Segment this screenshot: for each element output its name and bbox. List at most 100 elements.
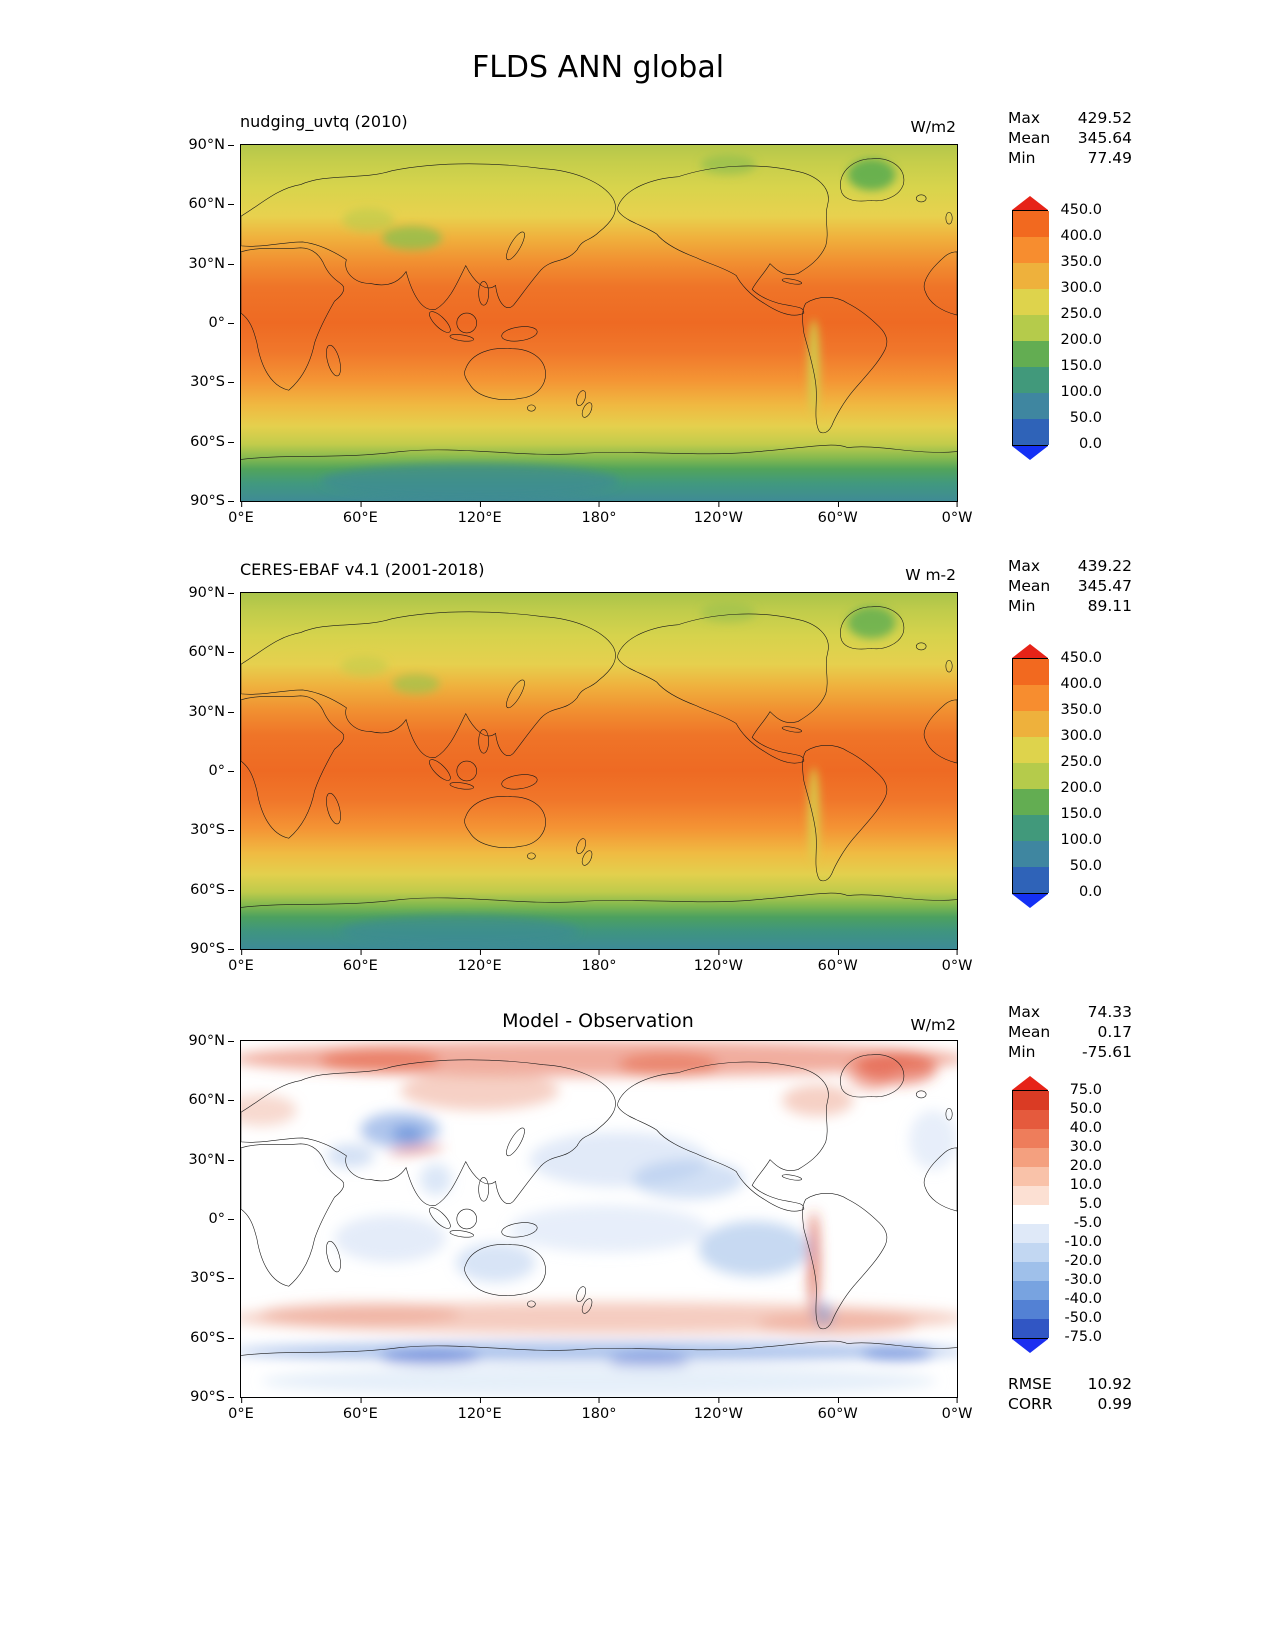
panel-observation-y-axis: 90°N 60°N 30°N 0° 30°S 60°S 90°S bbox=[171, 585, 235, 957]
colorbar-label: 200.0 bbox=[1060, 780, 1102, 796]
colorbar-label: 20.0 bbox=[1069, 1158, 1102, 1174]
x-tick-label: 120°E bbox=[457, 949, 502, 974]
stat-label: Max bbox=[1008, 557, 1041, 575]
stat-row: Mean 345.47 bbox=[1008, 576, 1132, 596]
colorbar-label: 200.0 bbox=[1060, 332, 1102, 348]
colorbar-label: 400.0 bbox=[1060, 228, 1102, 244]
zonal-field bbox=[241, 593, 957, 949]
colorbar-body bbox=[1012, 210, 1049, 446]
stat-row: Min 77.49 bbox=[1008, 148, 1132, 168]
colorbar-label: 250.0 bbox=[1060, 306, 1102, 322]
colorbar-body bbox=[1012, 1090, 1049, 1339]
colorbar-label: 50.0 bbox=[1069, 858, 1102, 874]
colorbar-label: -20.0 bbox=[1064, 1253, 1102, 1269]
panel-difference-x-axis: 0°E 60°E 120°E 180° 120°W 60°W 0°W bbox=[228, 1397, 972, 1423]
y-tick-label: 0° bbox=[208, 1211, 235, 1227]
x-tick-label: 60°W bbox=[817, 1397, 858, 1422]
x-tick-label: 60°E bbox=[342, 1397, 378, 1422]
panel-observation-x-axis: 0°E 60°E 120°E 180° 120°W 60°W 0°W bbox=[228, 949, 972, 975]
y-tick-label: 60°N bbox=[188, 196, 234, 213]
stat-value: 10.92 bbox=[1087, 1375, 1132, 1393]
stat-value: 74.33 bbox=[1087, 1003, 1132, 1021]
stat-row: Max 439.22 bbox=[1008, 556, 1132, 576]
stat-value: 0.17 bbox=[1097, 1023, 1132, 1041]
panel-model-units: W/m2 bbox=[910, 118, 956, 136]
stat-value: 89.11 bbox=[1087, 597, 1132, 615]
panel-model-title: nudging_uvtq (2010) bbox=[240, 112, 408, 131]
stat-value: 77.49 bbox=[1087, 149, 1132, 167]
panel-observation-stats: Max 439.22 Mean 345.47 Min 89.11 bbox=[1008, 556, 1132, 616]
stat-row: Mean 345.64 bbox=[1008, 128, 1132, 148]
x-tick-label: 120°E bbox=[457, 1397, 502, 1422]
y-tick-label: 0° bbox=[208, 763, 235, 779]
y-tick-label: 60°N bbox=[188, 644, 234, 661]
x-tick-label: 60°W bbox=[817, 501, 858, 526]
zonal-field bbox=[241, 145, 957, 501]
colorbar-label: 150.0 bbox=[1060, 358, 1102, 374]
stat-label: Max bbox=[1008, 109, 1041, 127]
colorbar-segment bbox=[1013, 211, 1049, 237]
y-tick-label: 0° bbox=[208, 315, 235, 331]
colorbar-label: 300.0 bbox=[1060, 280, 1102, 296]
stat-label: Mean bbox=[1008, 129, 1051, 147]
panel-model-head: nudging_uvtq (2010) W/m2 bbox=[240, 112, 956, 138]
colorbar-label: -10.0 bbox=[1064, 1234, 1102, 1250]
x-tick-label: 180° bbox=[581, 949, 617, 974]
stat-row: Max 74.33 bbox=[1008, 1002, 1132, 1022]
colorbar-label: 400.0 bbox=[1060, 676, 1102, 692]
colorbar-segment bbox=[1013, 659, 1049, 685]
colorbar-label: 40.0 bbox=[1069, 1120, 1102, 1136]
panel-model-colorbar: 450.0 400.0 350.0 300.0 250.0 200.0 150.0 100.0… bbox=[1012, 196, 1102, 460]
panel-model-map-svg bbox=[241, 145, 957, 501]
panel-difference-extra-stats: RMSE 10.92 CORR 0.99 bbox=[1008, 1374, 1132, 1414]
colorbar-segment bbox=[1013, 341, 1049, 367]
stat-label: Min bbox=[1008, 1043, 1036, 1061]
panel-observation-map: 90°N 60°N 30°N 0° 30°S 60°S 90°S 0°E 60°E 120°E 1… bbox=[188, 585, 972, 974]
stat-row: RMSE 10.92 bbox=[1008, 1374, 1132, 1394]
x-tick-label: 60°E bbox=[342, 949, 378, 974]
stat-label: Max bbox=[1008, 1003, 1041, 1021]
colorbar-segment bbox=[1013, 841, 1049, 867]
colorbar-extend-arrow-top bbox=[1012, 1076, 1048, 1090]
x-tick-label: 120°E bbox=[457, 501, 502, 526]
panel-observation-units: W m-2 bbox=[905, 566, 956, 584]
colorbar-label: -40.0 bbox=[1064, 1291, 1102, 1307]
stat-value: 0.99 bbox=[1097, 1395, 1132, 1413]
y-tick-label: 90°N bbox=[188, 1033, 234, 1049]
panel-difference-title: Model - Observation bbox=[502, 1010, 694, 1032]
colorbar-extend-arrow-bottom bbox=[1012, 894, 1048, 908]
colorbar-segment bbox=[1013, 1205, 1049, 1224]
colorbar-segment bbox=[1013, 763, 1049, 789]
colorbar-label: -50.0 bbox=[1064, 1310, 1102, 1326]
colorbar-segment bbox=[1013, 419, 1049, 445]
x-tick-label: 0°E bbox=[228, 949, 254, 974]
stat-value: 439.22 bbox=[1077, 557, 1132, 575]
panel-difference-stats: Max 74.33 Mean 0.17 Min -75.61 bbox=[1008, 1002, 1132, 1062]
y-tick-label: 60°S bbox=[190, 1329, 234, 1346]
regional-patches bbox=[320, 154, 896, 500]
colorbar-label: 10.0 bbox=[1069, 1177, 1102, 1193]
colorbar-label: 450.0 bbox=[1060, 650, 1102, 666]
colorbar-label: 75.0 bbox=[1069, 1082, 1102, 1098]
colorbar-label: 250.0 bbox=[1060, 754, 1102, 770]
colorbar-label: 50.0 bbox=[1069, 410, 1102, 426]
panel-difference-units: W/m2 bbox=[910, 1016, 956, 1034]
colorbar-body bbox=[1012, 658, 1049, 894]
colorbar-label: -5.0 bbox=[1073, 1215, 1102, 1231]
colorbar-label: 150.0 bbox=[1060, 806, 1102, 822]
panel-model-stats: Max 429.52 Mean 345.64 Min 77.49 bbox=[1008, 108, 1132, 168]
colorbar-segment bbox=[1013, 789, 1049, 815]
colorbar-label: -75.0 bbox=[1064, 1329, 1102, 1345]
y-tick-label: 30°N bbox=[188, 1151, 234, 1168]
x-tick-label: 120°W bbox=[693, 501, 743, 526]
colorbar-label: 50.0 bbox=[1069, 1101, 1102, 1117]
colorbar-labels: 450.0 400.0 350.0 300.0 250.0 200.0 150.0 100.0… bbox=[1056, 196, 1102, 460]
colorbar-label: 100.0 bbox=[1060, 384, 1102, 400]
colorbar-segment bbox=[1013, 1148, 1049, 1167]
colorbar-segment bbox=[1013, 289, 1049, 315]
x-tick-label: 0°E bbox=[228, 501, 254, 526]
stat-value: 345.64 bbox=[1077, 129, 1132, 147]
stat-value: 429.52 bbox=[1077, 109, 1132, 127]
x-tick-label: 0°E bbox=[228, 1397, 254, 1422]
panel-difference-map-svg bbox=[241, 1041, 957, 1397]
